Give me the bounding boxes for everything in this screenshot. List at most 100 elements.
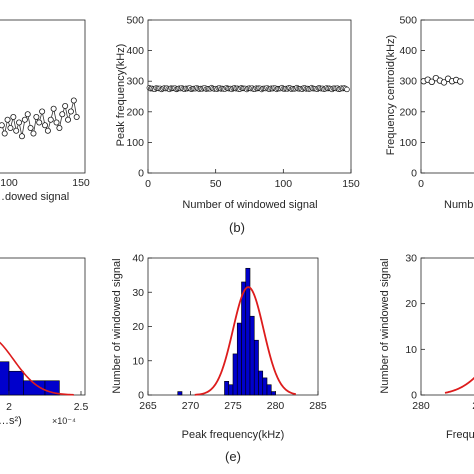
- panel-b-ytick-label: 300: [126, 76, 144, 88]
- panel-c-axes-box: [420, 19, 474, 174]
- panel-a-data-point: [70, 97, 77, 104]
- panel-b-label: (b): [229, 220, 245, 235]
- panel-e-histogram-bar: [228, 384, 234, 396]
- panel-e-label: (e): [225, 449, 241, 464]
- panel-e-ytick-label: 0: [138, 390, 144, 402]
- panel-e-xtick-label: 265: [139, 400, 157, 412]
- panel-b-ytick-label: 0: [138, 168, 144, 180]
- panel-e-xtick-label: 285: [309, 400, 327, 412]
- panel-c-xtick-label: 0: [418, 178, 424, 190]
- panel-a-data-point: [39, 108, 46, 115]
- panel-e-xtick-label: 275: [224, 400, 242, 412]
- panel-a-data-point: [24, 111, 31, 118]
- panel-a-data-point: [67, 108, 74, 115]
- panel-a-data-point: [13, 127, 20, 134]
- panel-b-xtick-label: 0: [145, 178, 151, 190]
- panel-c-ylabel: Frequency centroid(kHz): [385, 35, 397, 155]
- panel-e-histogram-bar: [232, 353, 238, 396]
- panel-a-data-point: [4, 116, 11, 123]
- panel-b-xtick-label: 150: [342, 178, 360, 190]
- panel-a-axes-box: [0, 19, 86, 174]
- panel-a-data-point: [65, 116, 72, 123]
- panel-c: 0 100 200 300 400 500 0 Frequency centroid(kHz…: [385, 15, 474, 211]
- panel-c-ytick-label: 500: [399, 15, 417, 27]
- panel-e-histogram-bar: [241, 281, 247, 396]
- panel-f-axes-box: [420, 257, 474, 396]
- panel-a-data-point: [62, 103, 69, 110]
- panel-b-ytick-label: 100: [126, 137, 144, 149]
- panel-c-data-point: [440, 79, 448, 86]
- panel-b-axes-box: [147, 19, 352, 174]
- panel-c-xlabel: Numb…: [444, 199, 474, 211]
- panel-d-histogram-bar: [0, 361, 10, 396]
- panel-e-histogram-bar: [262, 377, 268, 396]
- panel-a-xtick-150: 150: [72, 177, 90, 189]
- panel-d-xtick-2-5: 2.5: [74, 401, 89, 413]
- panel-a-xtick-100: 100: [0, 177, 18, 189]
- panel-d-xtick-2: 2: [6, 401, 12, 413]
- panel-a-data-point: [1, 130, 8, 137]
- panel-d-exponent: ×10⁻⁴: [52, 416, 76, 426]
- panel-e-xtick-label: 270: [182, 400, 200, 412]
- panel-a-data-point: [21, 116, 28, 123]
- panel-f-ytick-label: 10: [405, 344, 417, 356]
- panel-a-data-point: [44, 127, 51, 134]
- panel-d-xlabel: …s²): [0, 415, 22, 427]
- panel-e-fit-curve: [194, 286, 297, 396]
- panel-e-histogram-bar: [270, 391, 276, 396]
- panel-c-data-point: [457, 78, 464, 85]
- panel-b-xtick-label: 50: [210, 178, 222, 190]
- panel-e-histogram-bar: [253, 339, 259, 396]
- panel-e-histogram-bar: [249, 315, 255, 396]
- panel-c-ytick-label: 400: [399, 45, 417, 57]
- panel-a-data-point: [7, 125, 14, 132]
- panel-b-ytick-label: 500: [126, 15, 144, 27]
- panel-a-data-point: [0, 122, 5, 129]
- panel-e-histogram-bar: [236, 322, 242, 396]
- panel-a-data-point: [59, 111, 66, 118]
- panel-a-data-point: [36, 119, 43, 126]
- panel-a-data-point: [30, 130, 37, 137]
- panel-b-ytick-label: 200: [126, 106, 144, 118]
- panel-e-ytick-label: 30: [132, 287, 144, 299]
- panel-b-data-point: [344, 86, 350, 93]
- panel-f: 0102030280290 Number of windowed signal …: [379, 253, 474, 441]
- panel-d-fit-curve: [0, 341, 74, 396]
- panel-b-ylabel: Peak frequency(kHz): [115, 44, 127, 147]
- panel-e-histogram-bar: [177, 391, 183, 396]
- panel-d: 2 2.5 ×10⁻⁴ …s²): [0, 257, 89, 427]
- panel-f-ylabel: Number of windowed signal: [379, 258, 391, 393]
- panel-e-histogram-bar: [266, 384, 272, 396]
- panel-a-data-point: [27, 125, 34, 132]
- panel-f-ytick-label: 0: [411, 390, 417, 402]
- panel-a-data-point: [16, 119, 23, 126]
- panel-a-data-point: [73, 114, 80, 121]
- panel-e-ytick-label: 20: [132, 321, 144, 333]
- panel-e-ylabel: Number of windowed signal: [111, 258, 123, 393]
- panel-d-histogram-bar: [8, 370, 24, 396]
- panel-a-data-point: [53, 119, 60, 126]
- panel-e-histogram-bar: [224, 380, 230, 396]
- panel-a-data-point: [56, 125, 63, 132]
- panel-f-xtick-label: 290: [472, 400, 474, 412]
- panel-f-ytick-label: 30: [405, 253, 417, 265]
- panel-c-ytick-label: 100: [399, 137, 417, 149]
- panel-e-xlabel: Peak frequency(kHz): [182, 429, 285, 441]
- panel-f-xtick-label: 280: [412, 400, 430, 412]
- panel-b-xtick-label: 100: [275, 178, 293, 190]
- panel-b-ytick-label: 400: [126, 45, 144, 57]
- panel-a-data-point: [33, 114, 40, 121]
- panel-a-data-point: [18, 133, 25, 140]
- panel-a-xlabel: …dowed signal: [0, 191, 69, 203]
- panel-e: 0 10 20 30 40 265 270 275 280 285 Number of windo…: [111, 253, 327, 465]
- panel-c-data-point: [428, 78, 436, 86]
- panel-b: 0 100 200 300 400 500 0 50 100 150 Peak frequency…: [115, 15, 360, 236]
- panel-a-data-point: [47, 116, 54, 123]
- panel-c-ytick-label: 0: [411, 168, 417, 180]
- panel-e-histogram-bar: [258, 370, 264, 396]
- panel-a: 100 150 …dowed signal: [0, 19, 90, 203]
- panel-f-fit-curve: [444, 376, 474, 394]
- panel-f-xlabel: Frequ…: [446, 429, 474, 441]
- panel-c-ytick-label: 200: [399, 106, 417, 118]
